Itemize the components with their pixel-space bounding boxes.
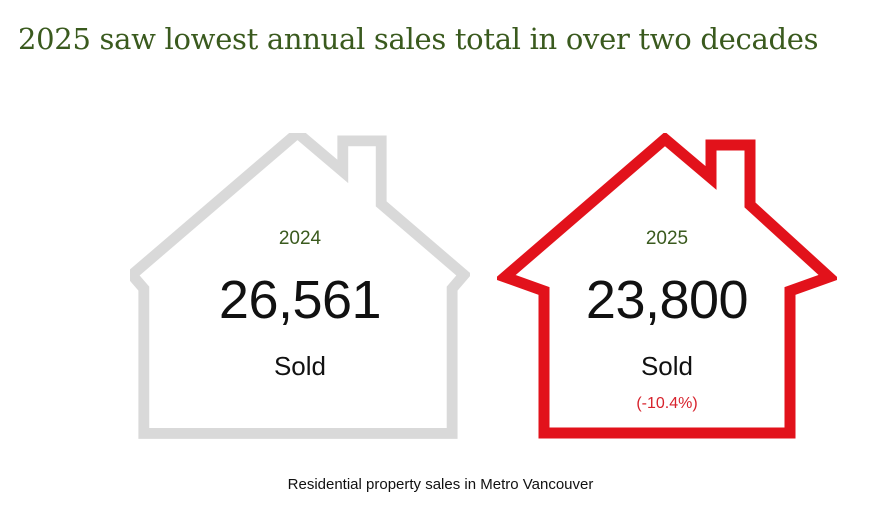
sold-label: Sold [273,351,327,381]
year-label: 2024 [278,228,322,249]
change-percent: (-10.4%) [636,395,698,412]
page-title: 2025 saw lowest annual sales total in ov… [18,22,819,56]
sold-label: Sold [640,351,694,381]
house-outline-icon [497,133,837,439]
house-2024: 2024 26,561 Sold [130,133,470,439]
house-2025: 2025 23,800 Sold (-10.4%) [497,133,837,439]
sales-count: 23,800 [585,270,749,330]
year-label: 2025 [645,228,689,249]
house-outline-icon [130,133,470,439]
caption: Residential property sales in Metro Vanc… [287,476,594,493]
sales-count: 26,561 [218,270,382,330]
